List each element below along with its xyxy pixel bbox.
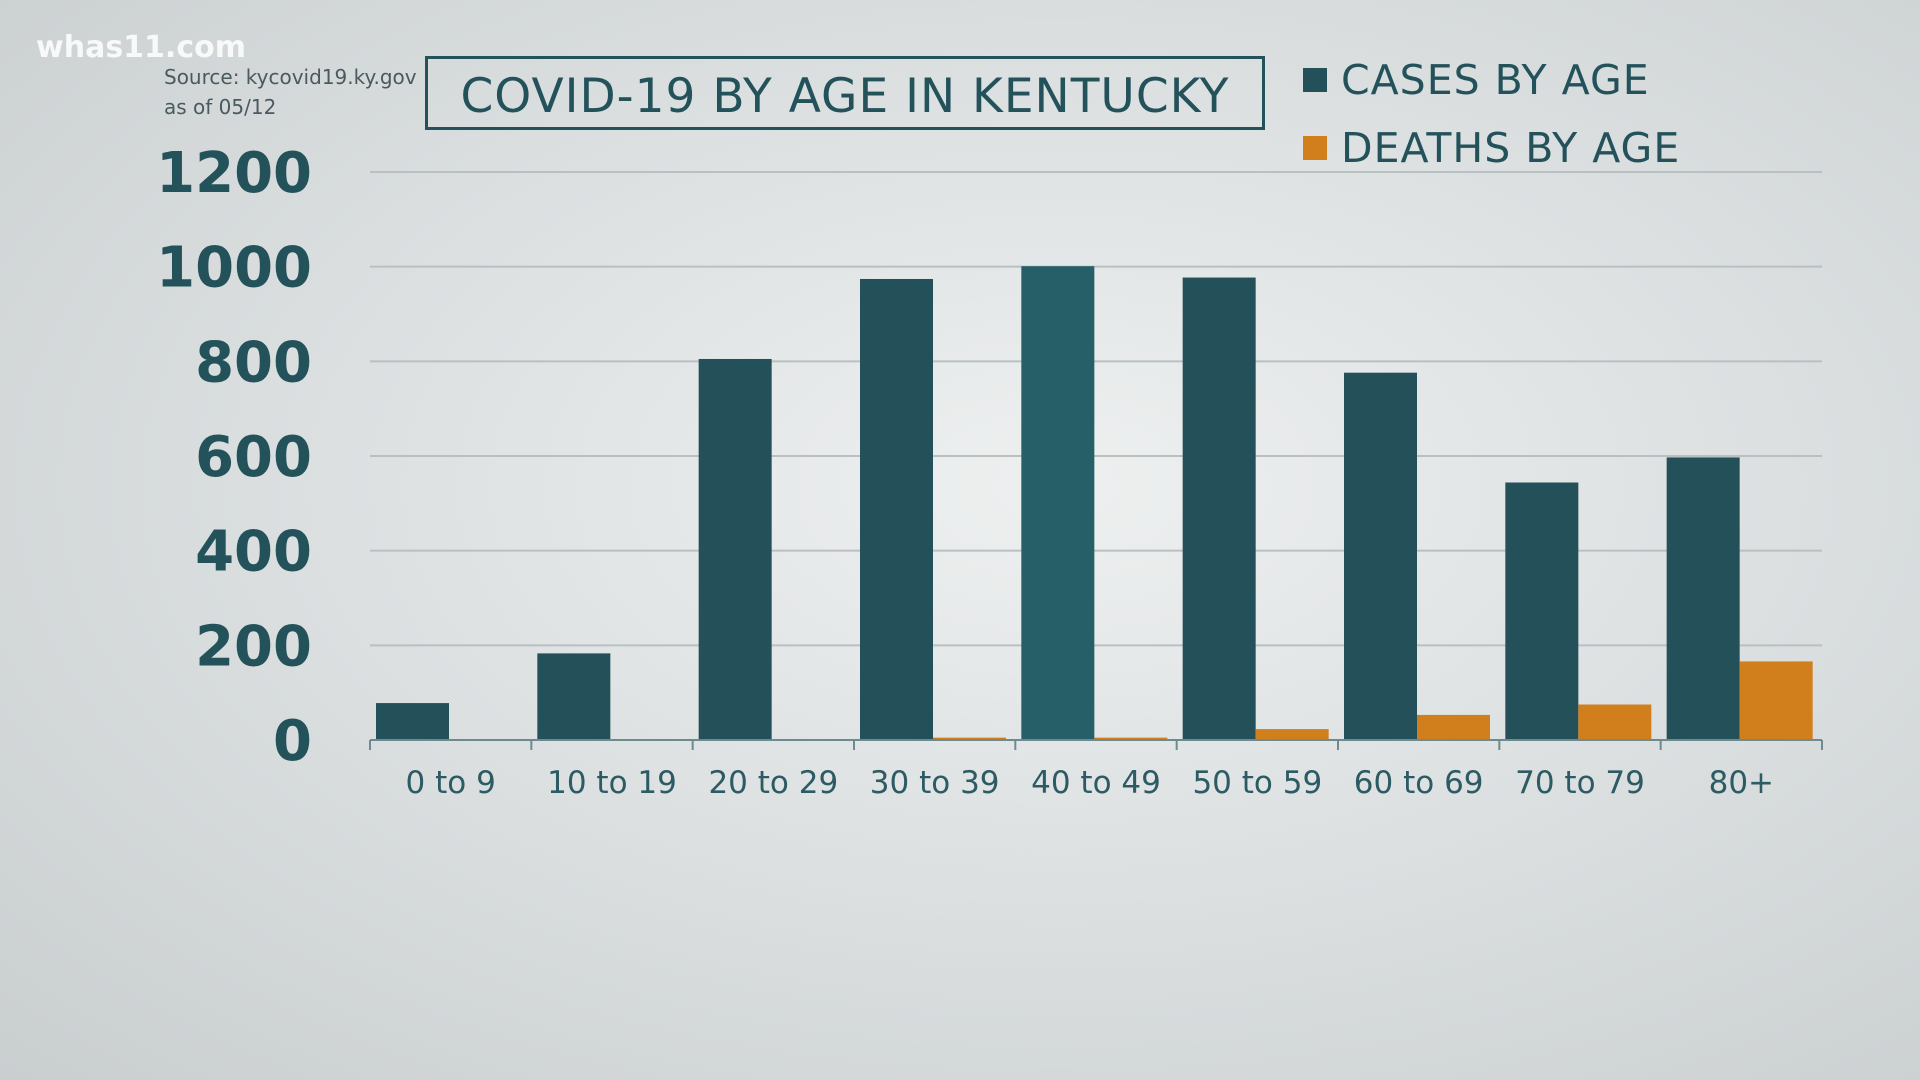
x-tick-label: 60 to 69 [1354, 765, 1484, 801]
y-tick-label: 0 [273, 709, 312, 774]
source-note: Source: kycovid19.ky.gov as of 05/12 [164, 62, 417, 122]
legend-label-deaths: DEATHS BY AGE [1341, 124, 1681, 172]
chart-legend: CASES BY AGE DEATHS BY AGE [1303, 46, 1680, 182]
legend-label-cases: CASES BY AGE [1341, 56, 1650, 104]
bar-deaths [1094, 737, 1168, 740]
legend-item-cases: CASES BY AGE [1303, 46, 1680, 114]
as-of-date: as of 05/12 [164, 95, 277, 119]
x-tick-label: 10 to 19 [547, 765, 677, 801]
x-tick-label: 70 to 79 [1515, 765, 1645, 801]
bar-cases [698, 358, 772, 740]
y-tick-label: 1000 [156, 236, 312, 301]
chart-title: COVID-19 BY AGE IN KENTUCKY [460, 68, 1230, 124]
bar-cases [376, 703, 449, 740]
source-line: Source: kycovid19.ky.gov [164, 65, 417, 89]
y-tick-label: 200 [195, 614, 312, 679]
bar-cases [1021, 266, 1095, 740]
legend-swatch-cases [1303, 68, 1327, 92]
x-tick-label: 50 to 59 [1192, 765, 1322, 801]
bar-deaths [1255, 729, 1329, 740]
legend-item-deaths: DEATHS BY AGE [1303, 114, 1680, 182]
x-tick-label: 40 to 49 [1031, 765, 1161, 801]
y-tick-label: 1200 [156, 141, 312, 206]
station-watermark: whas11.com [36, 30, 246, 65]
x-tick-label: 0 to 9 [406, 765, 496, 801]
y-tick-label: 800 [195, 330, 312, 395]
bar-cases [860, 278, 933, 740]
bar-cases [1666, 457, 1740, 740]
bar-deaths [1417, 714, 1490, 740]
x-tick-label: 20 to 29 [708, 765, 838, 801]
bar-cases [1344, 372, 1417, 740]
y-tick-label: 400 [195, 520, 312, 585]
bar-cases [1182, 277, 1256, 740]
bar-cases [537, 653, 611, 740]
x-tick-label: 80+ [1709, 765, 1774, 801]
legend-swatch-deaths [1303, 136, 1327, 160]
bar-cases [1505, 482, 1579, 740]
bar-deaths [1578, 704, 1652, 740]
bar-deaths [933, 737, 1006, 740]
y-tick-label: 600 [195, 425, 312, 490]
chart-title-box: COVID-19 BY AGE IN KENTUCKY [425, 56, 1265, 130]
bar-deaths [1739, 661, 1813, 740]
x-tick-label: 30 to 39 [870, 765, 1000, 801]
